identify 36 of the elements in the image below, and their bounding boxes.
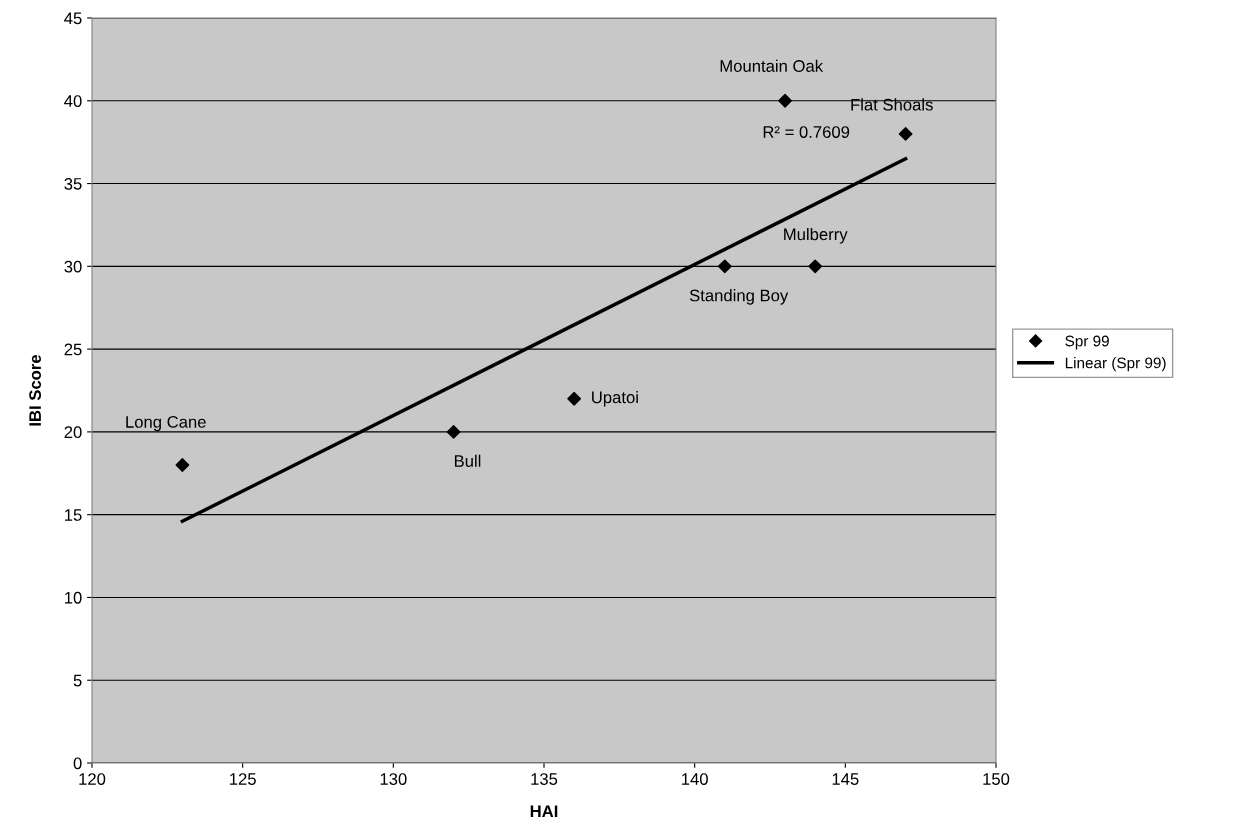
point	[898, 126, 913, 141]
x-tick-label: 140	[682, 773, 708, 785]
annotation: R² = 0.7609	[763, 126, 850, 138]
point	[446, 424, 461, 439]
annotation: Long Cane	[126, 416, 206, 432]
annotation: Flat Shoals	[851, 98, 933, 111]
x-tick-label: 130	[380, 773, 407, 785]
x-tick-label: 150	[983, 773, 1010, 785]
point	[175, 458, 190, 472]
annotation: Mulberry	[784, 228, 848, 244]
y-tick-label: 30	[64, 260, 82, 273]
x-axis-title: HAI	[530, 805, 558, 817]
point	[808, 259, 823, 274]
y-tick-label: 40	[64, 95, 82, 107]
point	[717, 259, 732, 274]
annotation: Bull	[454, 454, 481, 467]
y-tick-label: 20	[64, 426, 82, 439]
x-tick-label: 125	[230, 773, 256, 785]
x-tick-label: 135	[531, 773, 558, 785]
annotation: Standing Boy	[689, 289, 789, 305]
point	[567, 391, 582, 406]
legend-label: Linear (Spr 99)	[1065, 357, 1166, 372]
x-tick-label: 145	[832, 773, 859, 785]
annotation: Mountain Oak	[720, 59, 824, 72]
point	[778, 93, 792, 108]
y-tick-label: 10	[65, 591, 82, 604]
legend-label: Spr 99	[1065, 335, 1109, 350]
y-tick-label: 5	[73, 674, 82, 687]
y-tick-label: 25	[64, 343, 82, 356]
y-tick-label: 0	[73, 757, 82, 770]
y-tick-label: 45	[64, 12, 82, 25]
y-tick-label: 35	[64, 177, 82, 190]
annotation: Upatoi	[592, 391, 638, 407]
x-tick-label: 120	[79, 773, 106, 785]
y-axis-title: IBI Score	[29, 354, 41, 426]
y-tick-label: 15	[65, 509, 82, 521]
